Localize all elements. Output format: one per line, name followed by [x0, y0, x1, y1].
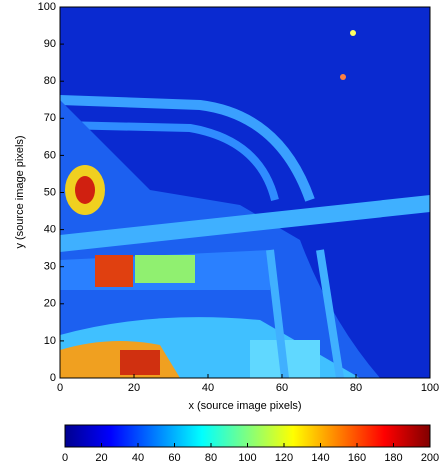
y-tick-label: 90: [44, 38, 56, 50]
y-tick-label: 0: [50, 372, 56, 384]
colorbar-tick-label: 180: [384, 452, 402, 464]
x-tick-label: 100: [421, 382, 439, 394]
colorbar-tick-label: 80: [205, 452, 217, 464]
x-tick-label: 80: [350, 382, 362, 394]
y-tick-label: 70: [44, 112, 56, 124]
chart: x (source image pixels) y (source image …: [0, 0, 443, 467]
colorbar-tick-label: 40: [132, 452, 144, 464]
y-tick-label: 10: [44, 335, 56, 347]
x-tick-label: 20: [128, 382, 140, 394]
y-axis-label: y (source image pixels): [14, 135, 26, 248]
colorbar-tick-label: 160: [348, 452, 366, 464]
y-tick-label: 100: [38, 1, 56, 13]
x-tick-label: 0: [57, 382, 63, 394]
y-tick-label: 20: [44, 298, 56, 310]
colorbar-tick-label: 0: [62, 452, 68, 464]
y-tick-label: 60: [44, 149, 56, 161]
colorbar-tick-label: 200: [421, 452, 439, 464]
y-tick-label: 50: [44, 186, 56, 198]
colorbar-tick-label: 120: [275, 452, 293, 464]
colorbar-tick-label: 60: [168, 452, 180, 464]
y-tick-label: 30: [44, 261, 56, 273]
y-tick-label: 40: [44, 224, 56, 236]
x-axis-label: x (source image pixels): [188, 400, 301, 412]
colorbar-tick-label: 100: [238, 452, 256, 464]
heatmap-image: [60, 7, 430, 378]
colorbar-tick-label: 20: [95, 452, 107, 464]
x-tick-label: 60: [276, 382, 288, 394]
colorbar-tick-label: 140: [311, 452, 329, 464]
y-tick-label: 80: [44, 75, 56, 87]
x-tick-label: 40: [202, 382, 214, 394]
